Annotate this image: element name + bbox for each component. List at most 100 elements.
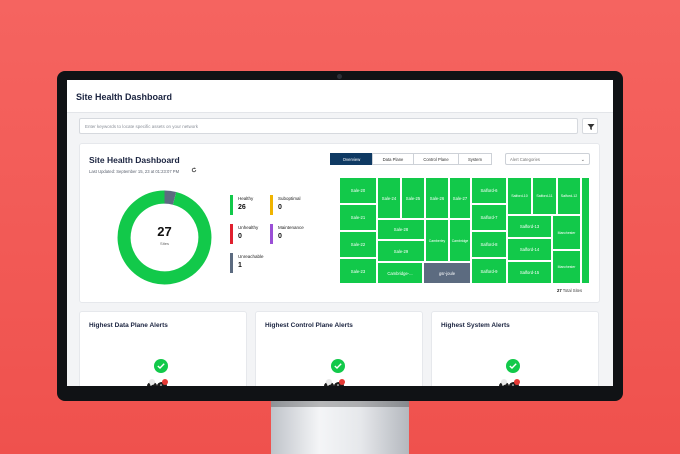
view-tabs: Overview Data Plane Control Plane System	[330, 153, 492, 165]
treemap-cell[interactable]	[581, 177, 590, 284]
page-title: Site Health Dashboard	[76, 92, 173, 102]
legend-value: 1	[238, 262, 242, 269]
search-input[interactable]: Enter keywords to locate specific assets…	[79, 118, 578, 134]
treemap-cell[interactable]: Salford-9	[471, 258, 507, 284]
cell-label: Sale-20	[350, 188, 366, 193]
card-title: Site Health Dashboard	[89, 155, 180, 165]
refresh-icon[interactable]	[191, 167, 197, 173]
cell-label: Sale-21	[350, 215, 366, 220]
tab-system[interactable]: System	[458, 153, 492, 165]
cell-label: Sale-24	[381, 195, 397, 201]
cell-label: Cambridge	[451, 238, 469, 243]
mascot-icon	[324, 379, 345, 386]
cell-label: Salford-7	[480, 215, 498, 220]
donut-unreachable-arc	[117, 190, 212, 285]
data-plane-alerts-card: Highest Data Plane Alerts	[79, 311, 247, 386]
cell-label: gsr-joule	[438, 270, 456, 276]
cell-label: Salford-13	[519, 224, 540, 229]
treemap-cell[interactable]: Cambridge-...	[377, 262, 423, 284]
cell-label: Sale-27	[452, 195, 468, 201]
stand-shadow	[271, 401, 409, 407]
total-sites-count: 27	[557, 288, 562, 293]
control-plane-alerts-card: Highest Control Plane Alerts	[255, 311, 423, 386]
cell-label: Cambridge-...	[387, 270, 413, 276]
treemap-cell[interactable]: Salford-7	[471, 204, 507, 231]
card-title: Highest Data Plane Alerts	[89, 322, 168, 329]
donut-chart	[117, 190, 212, 285]
treemap-cell[interactable]: Sale-26	[425, 177, 449, 219]
last-updated: Last Updated: September 15, 23 at 01:23:…	[89, 169, 180, 174]
cell-label: Salford-6	[480, 188, 498, 193]
treemap-cell[interactable]: Sale-25	[401, 177, 425, 219]
treemap-cell[interactable]: Manchester	[552, 215, 581, 250]
alert-categories-placeholder: Alert Categories	[510, 157, 541, 162]
tab-overview[interactable]: Overview	[330, 153, 373, 165]
treemap-cell[interactable]: Sale-23	[339, 258, 377, 284]
total-sites: 27 Total Sites	[557, 288, 582, 293]
cell-label: Sale-29	[393, 248, 409, 254]
check-icon	[506, 359, 520, 373]
legend-label: Suboptimal	[278, 196, 301, 201]
treemap-cell[interactable]: Sale-29	[377, 240, 425, 262]
tab-control-plane[interactable]: Control Plane	[413, 153, 459, 165]
treemap-cell[interactable]: Sale-24	[377, 177, 401, 219]
alert-categories-select[interactable]: Alert Categories ⌄	[505, 153, 590, 165]
treemap-cell[interactable]: Salford-8	[471, 231, 507, 258]
treemap-cell[interactable]: Cambridge	[449, 219, 471, 262]
app-header: Site Health Dashboard	[67, 80, 613, 113]
treemap-cell[interactable]: Salford-6	[471, 177, 507, 204]
monitor-stand	[271, 401, 409, 454]
site-health-card: Site Health Dashboard Last Updated: Sept…	[79, 143, 600, 303]
legend-swatch	[230, 253, 233, 273]
cell-label: Salford-14	[519, 247, 540, 252]
cell-label: Sale-25	[405, 195, 421, 201]
filter-button[interactable]	[582, 118, 598, 134]
treemap-cell[interactable]: Camberley	[425, 219, 449, 262]
treemap-cell[interactable]: Sale-28	[377, 219, 425, 240]
treemap-cell[interactable]: Salford-11	[532, 177, 557, 215]
treemap-cell[interactable]: Sale-27	[449, 177, 471, 219]
treemap-cell[interactable]: Salford-10	[507, 177, 532, 215]
treemap-cell[interactable]: Salford-15	[507, 261, 552, 284]
cell-label: Manchester	[557, 230, 576, 235]
treemap-cell[interactable]: Manchester	[552, 250, 581, 284]
system-alerts-card: Highest System Alerts	[431, 311, 599, 386]
legend-value: 26	[238, 204, 246, 211]
donut-label: Sites	[160, 241, 169, 246]
tab-data-plane[interactable]: Data Plane	[372, 153, 414, 165]
screen: Site Health Dashboard Enter keywords to …	[67, 80, 613, 386]
treemap-cell[interactable]: Sale-22	[339, 231, 377, 258]
treemap-cell-unreachable[interactable]: gsr-joule	[423, 262, 471, 284]
treemap-cell[interactable]: Salford-12	[557, 177, 581, 215]
cell-label: Salford-8	[480, 242, 498, 247]
legend-value: 0	[278, 204, 282, 211]
cell-label: Salford-10	[511, 194, 528, 198]
mascot-icon	[147, 379, 168, 386]
cell-label: Sale-23	[350, 268, 366, 274]
legend-value: 0	[278, 233, 282, 240]
card-title: Highest System Alerts	[441, 322, 510, 329]
treemap-cell[interactable]: Salford-13	[507, 215, 552, 238]
cell-label: Sale-26	[429, 195, 445, 201]
donut-healthy-arc	[117, 190, 212, 285]
cell-label: Salford-12	[560, 194, 578, 198]
cell-label: Salford-9	[480, 268, 498, 274]
cell-label: Salford-15	[519, 270, 540, 275]
treemap-cell[interactable]: Sale-20	[339, 177, 377, 204]
cell-label: Sale-22	[350, 242, 366, 247]
legend-value: 0	[238, 233, 242, 240]
legend-swatch	[270, 195, 273, 215]
legend-swatch	[230, 224, 233, 244]
cell-label: Sale-28	[393, 227, 409, 232]
filter-icon	[587, 124, 595, 130]
treemap-cell[interactable]: Sale-21	[339, 204, 377, 231]
check-icon	[154, 359, 168, 373]
camera-icon	[337, 74, 342, 79]
check-icon	[331, 359, 345, 373]
legend-label: Healthy	[238, 196, 254, 201]
legend-label: Unreachable	[238, 254, 264, 259]
legend-label: Unhealthy	[238, 225, 259, 230]
donut-total: 27	[157, 224, 172, 239]
treemap-cell[interactable]: Salford-14	[507, 238, 552, 261]
chevron-down-icon: ⌄	[580, 157, 585, 163]
